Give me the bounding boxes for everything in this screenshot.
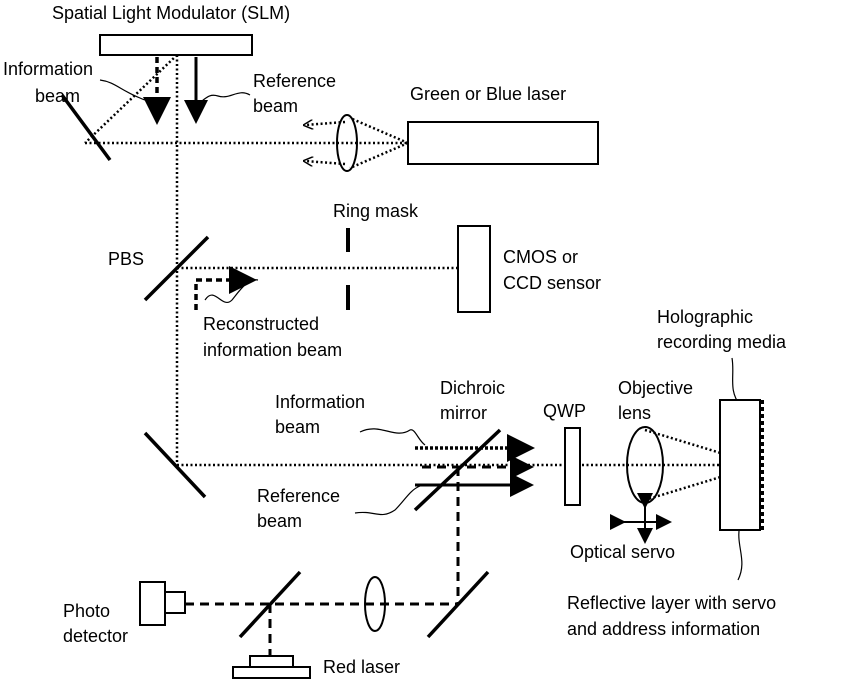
mirror [143, 431, 207, 499]
label: beam [35, 86, 80, 106]
sensor [457, 225, 491, 313]
label: Optical servo [570, 542, 675, 562]
lens [364, 576, 386, 632]
label: beam [257, 511, 302, 531]
qwp [564, 427, 581, 506]
label: CMOS or [503, 247, 578, 267]
label: lens [618, 403, 651, 423]
label: Spatial Light Modulator (SLM) [52, 3, 290, 23]
label: CCD sensor [503, 273, 601, 293]
label: information beam [203, 340, 342, 360]
label: Objective [618, 378, 693, 398]
label: Reconstructed [203, 314, 319, 334]
leader [731, 357, 741, 406]
label: Reference [253, 71, 336, 91]
label: Information [3, 59, 93, 79]
slm [99, 34, 253, 56]
pbs [143, 235, 210, 302]
leader [359, 428, 426, 446]
leader [354, 485, 421, 516]
red-laser [232, 666, 311, 679]
beam [349, 116, 409, 145]
label: Holographic [657, 307, 753, 327]
mirror [60, 93, 112, 162]
label: beam [275, 417, 320, 437]
label: detector [63, 626, 128, 646]
beam [349, 141, 409, 170]
label: Photo [63, 601, 110, 621]
leader [204, 279, 259, 303]
beam [84, 54, 178, 144]
label: beam [253, 96, 298, 116]
leader [199, 92, 251, 103]
lens [336, 114, 358, 172]
label: recording media [657, 332, 787, 352]
label: Reflective layer with servo [567, 593, 776, 613]
label: Green or Blue laser [410, 84, 566, 104]
label: Information [275, 392, 365, 412]
red-laser [249, 655, 294, 668]
photo-detector [164, 591, 186, 614]
leader [737, 524, 743, 581]
label: QWP [543, 401, 586, 421]
label: Ring mask [333, 201, 419, 221]
label: Red laser [323, 657, 400, 677]
photo-detector [139, 581, 166, 626]
label: and address information [567, 619, 760, 639]
laser [407, 121, 599, 165]
label: PBS [108, 249, 144, 269]
label: Dichroic [440, 378, 505, 398]
beam [305, 122, 346, 125]
arrow [194, 266, 257, 310]
label: Reference [257, 486, 340, 506]
media [719, 399, 761, 531]
beam [305, 161, 346, 164]
label: mirror [440, 403, 487, 423]
